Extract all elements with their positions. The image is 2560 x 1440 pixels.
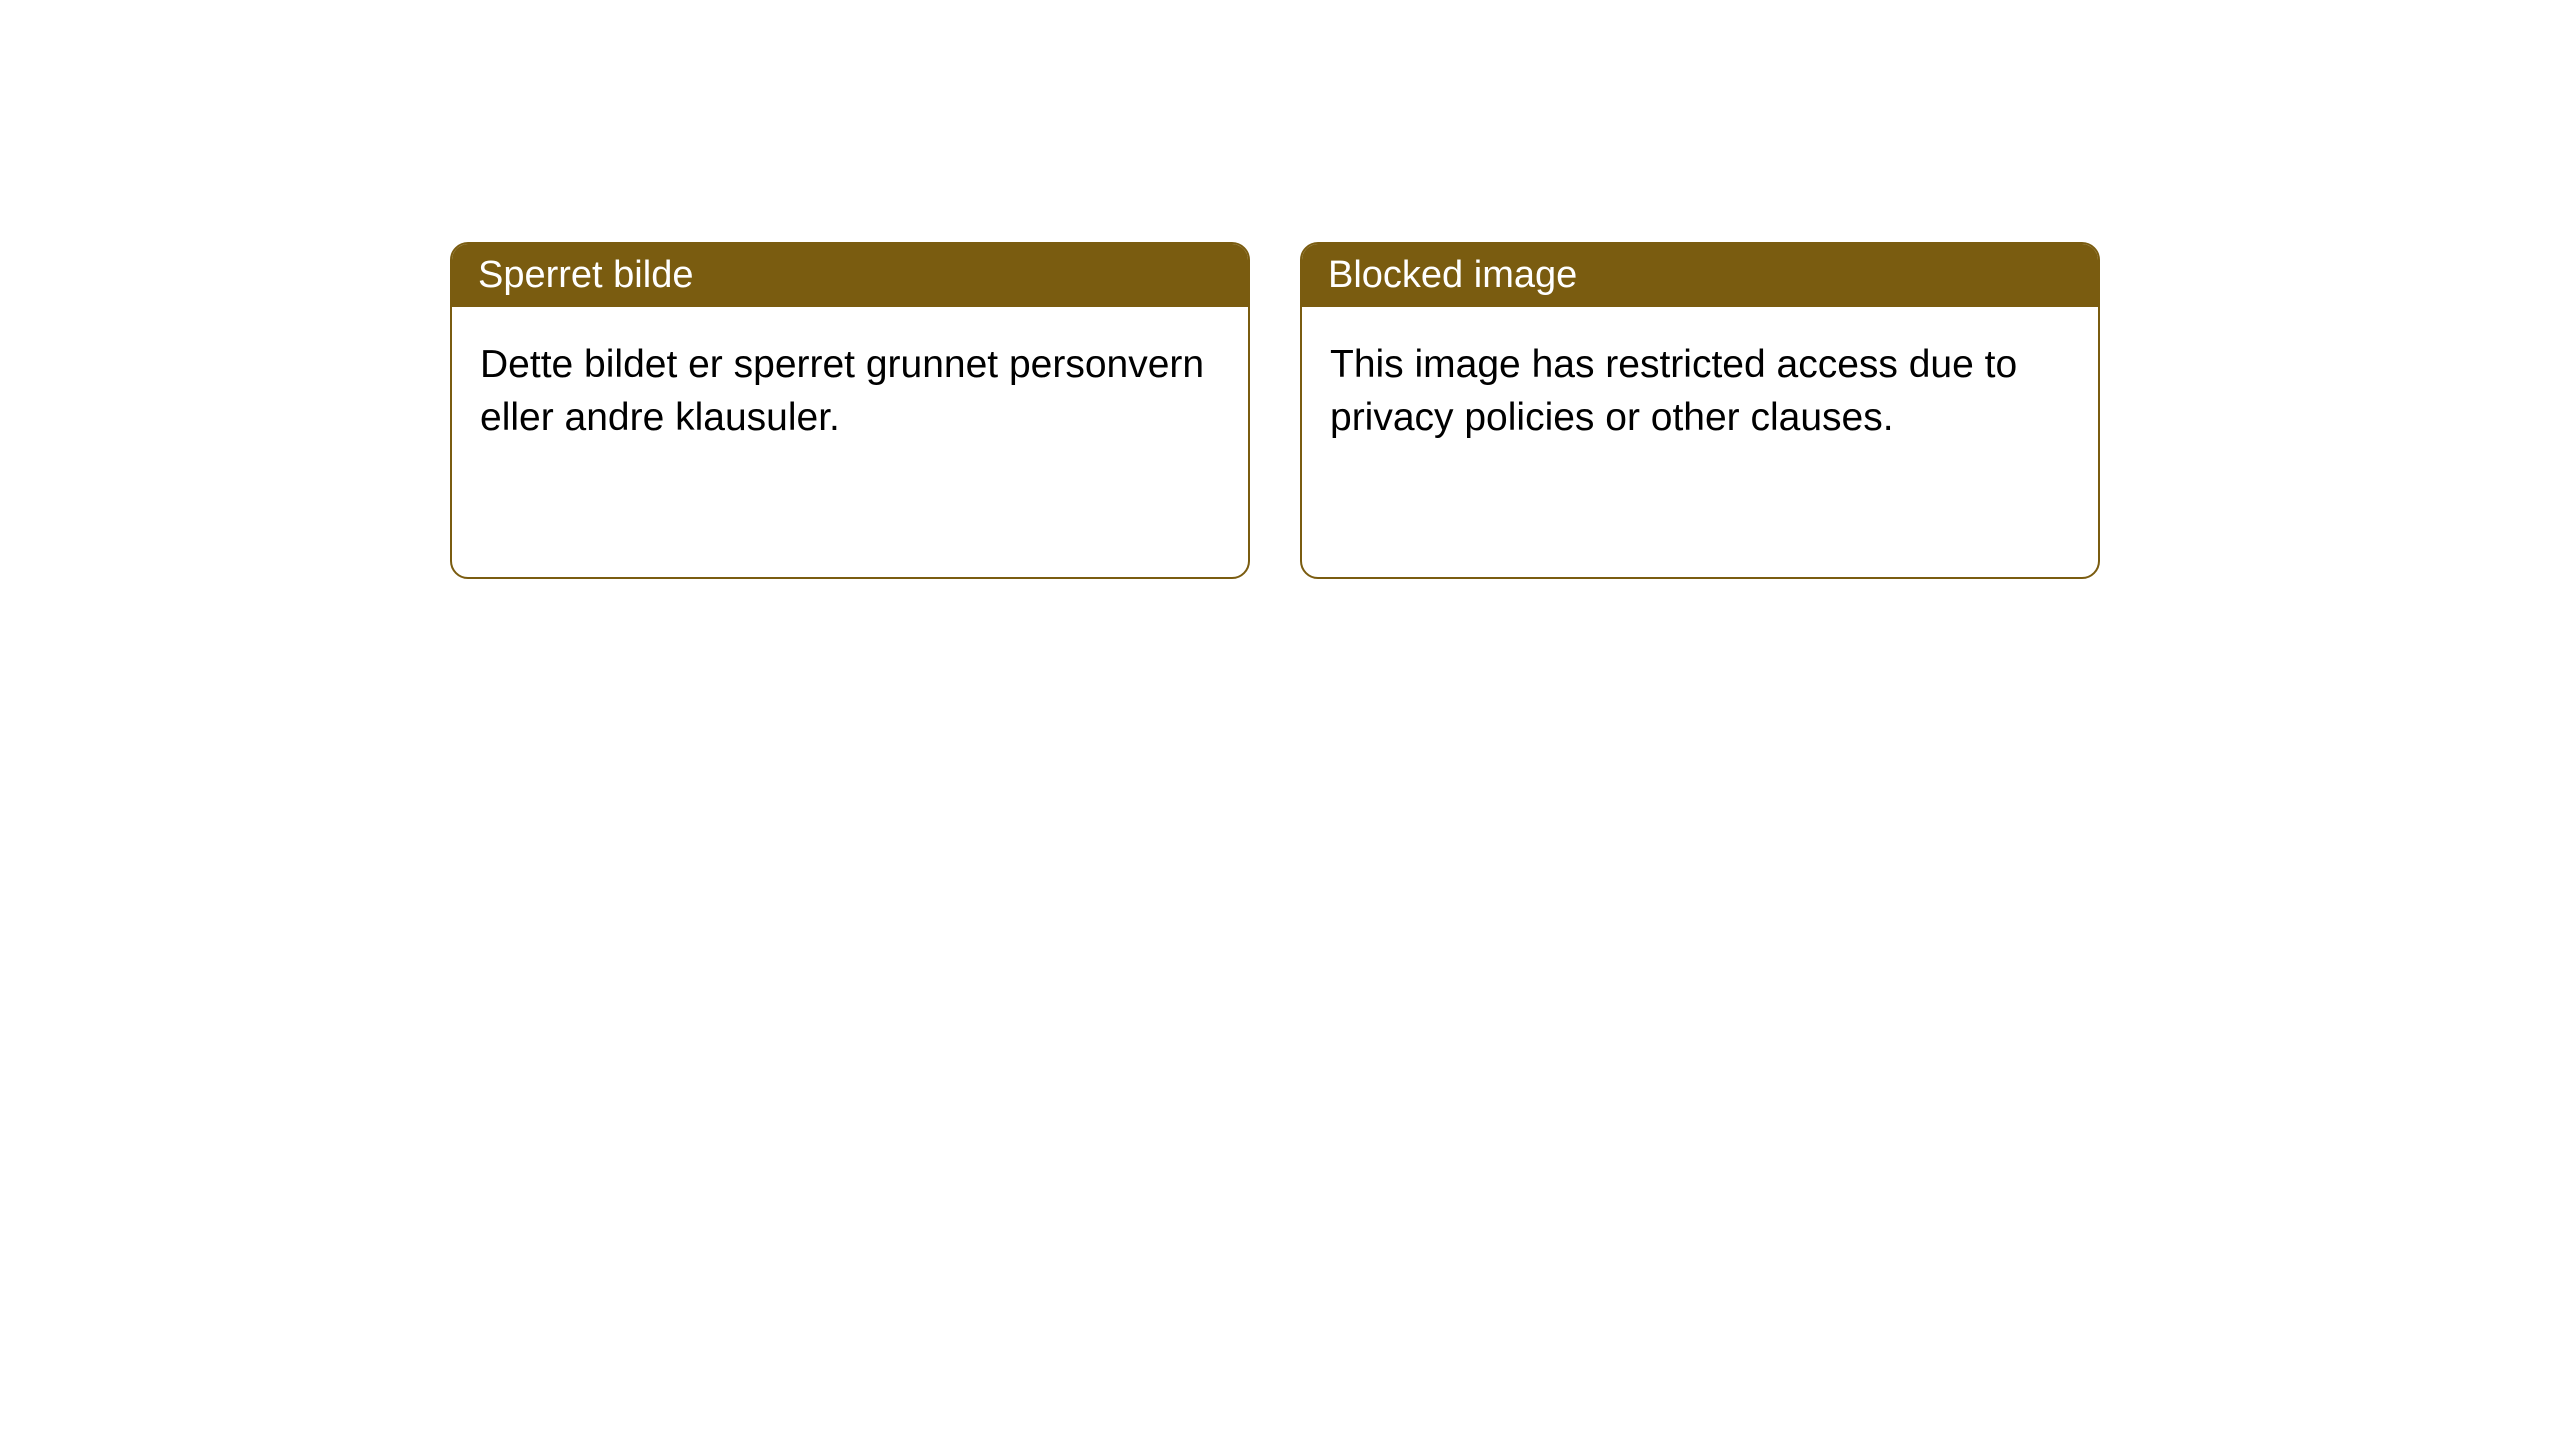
card-header-norwegian: Sperret bilde: [452, 244, 1248, 307]
blocked-image-card-norwegian: Sperret bilde Dette bildet er sperret gr…: [450, 242, 1250, 579]
notice-container: Sperret bilde Dette bildet er sperret gr…: [450, 242, 2100, 579]
card-body-english: This image has restricted access due to …: [1302, 307, 2098, 577]
blocked-image-card-english: Blocked image This image has restricted …: [1300, 242, 2100, 579]
card-header-english: Blocked image: [1302, 244, 2098, 307]
card-body-norwegian: Dette bildet er sperret grunnet personve…: [452, 307, 1248, 577]
